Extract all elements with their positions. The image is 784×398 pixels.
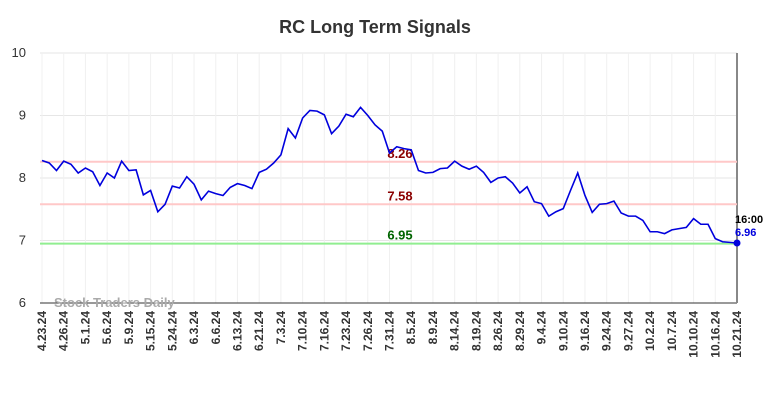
x-tick-label: 7.3.24 <box>274 311 288 345</box>
x-tick-label: 6.21.24 <box>252 311 266 351</box>
y-tick-label: 7 <box>19 233 26 248</box>
level-label: 6.95 <box>387 228 412 243</box>
x-tick-label: 8.9.24 <box>426 311 440 345</box>
x-tick-label: 5.1.24 <box>78 311 92 345</box>
chart-title: RC Long Term Signals <box>279 17 471 37</box>
x-tick-label: 7.10.24 <box>296 311 310 351</box>
x-tick-label: 7.23.24 <box>339 311 353 351</box>
x-tick-label: 9.27.24 <box>621 311 635 351</box>
x-tick-label: 10.2.24 <box>643 311 657 351</box>
x-tick-label: 6.6.24 <box>209 311 223 345</box>
last-value-label: 6.96 <box>735 227 756 239</box>
y-tick-label: 8 <box>19 170 26 185</box>
x-tick-label: 10.10.24 <box>687 311 701 358</box>
end-time-label: 16:00 <box>735 214 763 226</box>
x-tick-label: 9.16.24 <box>578 311 592 351</box>
x-tick-label: 10.21.24 <box>730 311 744 358</box>
x-tick-label: 8.5.24 <box>404 311 418 345</box>
x-tick-label: 7.16.24 <box>317 311 331 351</box>
x-tick-label: 5.15.24 <box>144 311 158 351</box>
y-tick-label: 10 <box>12 45 26 60</box>
x-tick-label: 5.6.24 <box>100 311 114 345</box>
watermark: Stock Traders Daily <box>54 295 175 310</box>
x-tick-label: 6.3.24 <box>187 311 201 345</box>
x-tick-label: 8.19.24 <box>469 311 483 351</box>
x-tick-label: 9.24.24 <box>600 311 614 351</box>
y-tick-label: 9 <box>19 108 26 123</box>
x-tick-label: 8.14.24 <box>448 311 462 351</box>
x-tick-label: 7.31.24 <box>383 311 397 351</box>
x-tick-label: 5.9.24 <box>122 311 136 345</box>
x-tick-label: 7.26.24 <box>361 311 375 351</box>
x-tick-label: 5.24.24 <box>165 311 179 351</box>
series-line <box>41 106 738 244</box>
x-tick-label: 10.16.24 <box>708 311 722 358</box>
x-tick-label: 9.4.24 <box>535 311 549 345</box>
level-label: 7.58 <box>387 188 412 203</box>
last-point <box>733 239 741 247</box>
x-tick-label: 8.26.24 <box>491 311 505 351</box>
x-tick-label: 6.13.24 <box>230 311 244 351</box>
x-tick-label: 4.26.24 <box>57 311 71 351</box>
x-tick-label: 10.7.24 <box>665 311 679 351</box>
x-tick-label: 8.29.24 <box>513 311 527 351</box>
y-tick-label: 6 <box>19 295 26 310</box>
x-tick-label: 9.10.24 <box>556 311 570 351</box>
x-tick-label: 4.23.24 <box>35 311 49 351</box>
